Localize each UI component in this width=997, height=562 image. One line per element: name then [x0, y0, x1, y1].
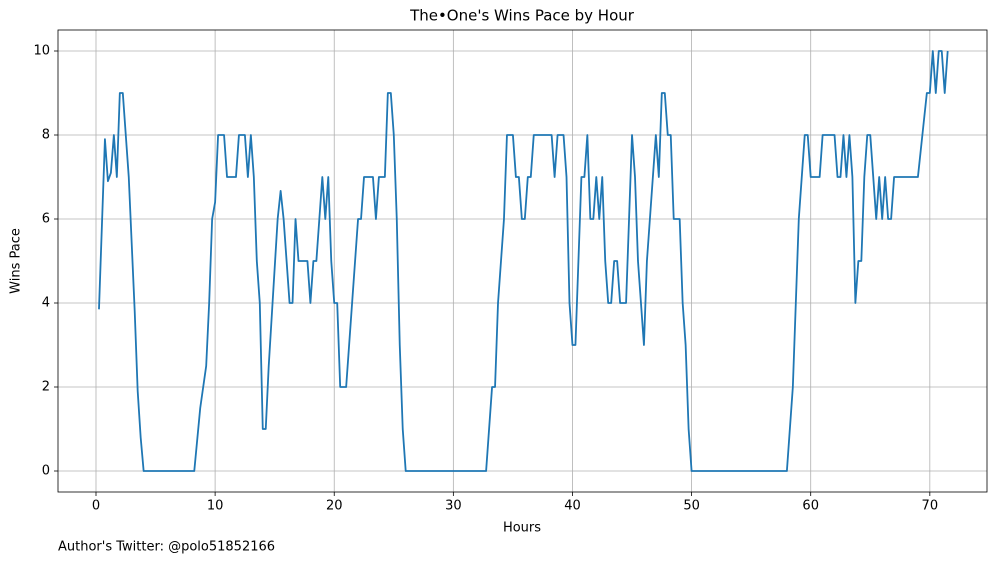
y-tick-label: 2	[42, 380, 50, 395]
y-tick-label: 6	[42, 212, 50, 227]
x-tick-label: 20	[326, 499, 343, 514]
y-tick-label: 4	[42, 296, 50, 311]
x-tick-label: 40	[564, 499, 581, 514]
y-tick-label: 10	[33, 44, 50, 59]
x-tick-label: 0	[92, 499, 100, 514]
x-tick-label: 30	[445, 499, 462, 514]
x-tick-label: 50	[683, 499, 700, 514]
x-axis-label: Hours	[503, 521, 541, 536]
footnote: Author's Twitter: @polo51852166	[58, 540, 275, 555]
plot-frame	[57, 29, 988, 493]
chart-title: The•One's Wins Pace by Hour	[409, 7, 635, 25]
x-tick-label: 10	[207, 499, 224, 514]
x-tick-label: 70	[922, 499, 939, 514]
y-axis-label: Wins Pace	[9, 228, 24, 294]
x-tick-label: 60	[802, 499, 819, 514]
y-tick-label: 0	[42, 464, 50, 479]
data-line	[98, 50, 949, 472]
y-tick-label: 8	[42, 128, 50, 143]
